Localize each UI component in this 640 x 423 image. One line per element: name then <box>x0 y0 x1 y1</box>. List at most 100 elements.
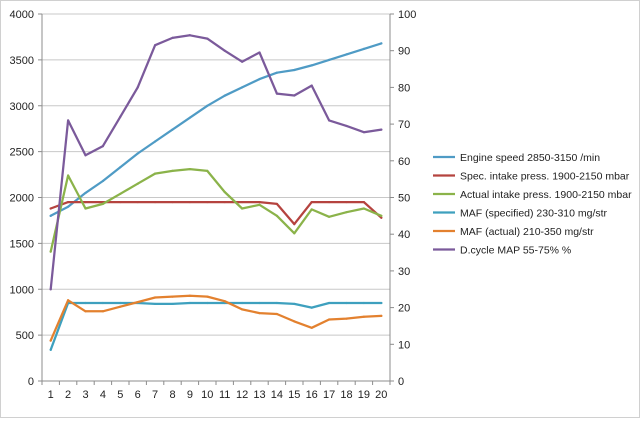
data-point <box>380 215 382 217</box>
x-tick-label: 19 <box>358 389 370 401</box>
y2-tick-label: 80 <box>398 82 410 94</box>
data-point <box>363 131 365 133</box>
data-point <box>380 302 382 304</box>
data-point <box>328 318 330 320</box>
data-point <box>171 170 173 172</box>
x-tick-label: 16 <box>306 389 318 401</box>
data-point <box>137 183 139 185</box>
data-point <box>328 59 330 61</box>
data-point <box>258 312 260 314</box>
data-point <box>84 302 86 304</box>
data-point <box>154 140 156 142</box>
x-tick-label: 17 <box>323 389 335 401</box>
data-point <box>345 211 347 213</box>
data-point <box>154 296 156 298</box>
data-point <box>224 95 226 97</box>
data-point <box>171 303 173 305</box>
data-point <box>102 203 104 205</box>
data-point <box>276 313 278 315</box>
data-point <box>363 302 365 304</box>
data-point <box>50 251 52 253</box>
x-tick-label: 9 <box>187 389 193 401</box>
x-tick-label: 4 <box>100 389 106 401</box>
data-point <box>241 61 243 63</box>
data-point <box>276 302 278 304</box>
y2-tick-label: 10 <box>398 339 410 351</box>
data-point <box>189 302 191 304</box>
data-point <box>363 316 365 318</box>
y2-tick-label: 50 <box>398 193 410 205</box>
data-point <box>276 203 278 205</box>
data-point <box>258 201 260 203</box>
data-point <box>258 51 260 53</box>
data-point <box>241 201 243 203</box>
y-tick-label: 2500 <box>10 147 34 159</box>
data-point <box>345 302 347 304</box>
y-tick-label: 3500 <box>10 55 34 67</box>
y-tick-label: 1500 <box>10 238 34 250</box>
data-point <box>311 201 313 203</box>
data-point <box>293 320 295 322</box>
data-point <box>345 201 347 203</box>
data-point <box>224 201 226 203</box>
data-point <box>206 295 208 297</box>
data-point <box>345 318 347 320</box>
data-point <box>102 310 104 312</box>
data-point <box>293 232 295 234</box>
y2-tick-label: 90 <box>398 46 410 58</box>
data-point <box>363 48 365 50</box>
y2-tick-label: 20 <box>398 303 410 315</box>
data-point <box>119 166 121 168</box>
data-point <box>311 327 313 329</box>
x-tick-label: 1 <box>48 389 54 401</box>
data-point <box>189 117 191 119</box>
data-point <box>84 154 86 156</box>
y2-tick-label: 70 <box>398 119 410 131</box>
data-point <box>171 295 173 297</box>
data-point <box>293 223 295 225</box>
data-point <box>293 94 295 96</box>
data-point <box>154 173 156 175</box>
y-tick-label: 0 <box>28 376 34 388</box>
data-point <box>328 302 330 304</box>
x-tick-label: 13 <box>253 389 265 401</box>
data-point <box>345 53 347 55</box>
data-point <box>363 207 365 209</box>
data-point <box>154 44 156 46</box>
x-tick-label: 12 <box>236 389 248 401</box>
data-point <box>137 301 139 303</box>
data-point <box>380 315 382 317</box>
data-point <box>171 129 173 131</box>
x-tick-label: 20 <box>375 389 387 401</box>
data-point <box>241 302 243 304</box>
data-point <box>328 201 330 203</box>
x-tick-label: 10 <box>201 389 213 401</box>
x-tick-label: 6 <box>135 389 141 401</box>
data-point <box>328 119 330 121</box>
data-point <box>84 207 86 209</box>
data-point <box>137 86 139 88</box>
x-tick-label: 11 <box>219 389 230 401</box>
x-tick-label: 3 <box>82 389 88 401</box>
y2-tick-label: 60 <box>398 156 410 168</box>
data-point <box>189 295 191 297</box>
data-point <box>67 206 69 208</box>
data-point <box>102 145 104 147</box>
x-tick-label: 15 <box>288 389 300 401</box>
y-tick-label: 2000 <box>10 193 34 205</box>
y-tick-label: 3000 <box>10 101 34 113</box>
data-point <box>50 215 52 217</box>
x-tick-label: 7 <box>152 389 158 401</box>
legend-label: MAF (actual) 210-350 mg/str <box>460 226 594 238</box>
chart: 0 500 1000 1500 2000 2500 3000 3500 4000 0 10 20 30… <box>0 0 640 418</box>
y-tick-label: 500 <box>16 330 34 342</box>
data-point <box>137 152 139 154</box>
data-point <box>241 308 243 310</box>
data-point <box>84 310 86 312</box>
data-point <box>206 170 208 172</box>
data-point <box>311 84 313 86</box>
data-point <box>50 340 52 342</box>
data-point <box>154 303 156 305</box>
data-point <box>137 201 139 203</box>
data-point <box>258 204 260 206</box>
